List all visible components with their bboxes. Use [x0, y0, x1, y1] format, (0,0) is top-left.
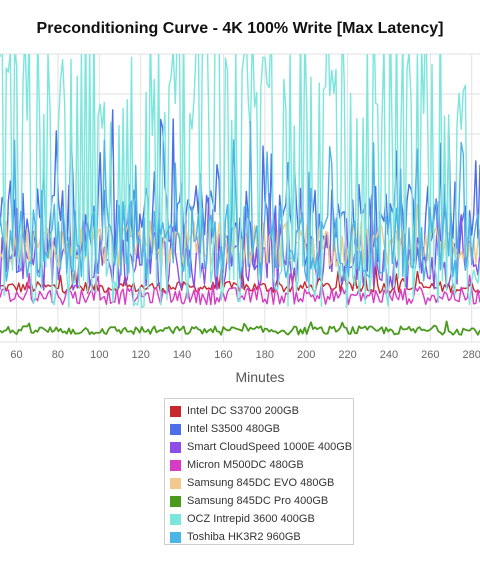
x-tick-label: 80	[52, 349, 64, 361]
x-tick-label: 260	[421, 349, 439, 361]
legend-swatch	[170, 423, 181, 435]
legend-swatch	[170, 477, 181, 489]
chart-title: Preconditioning Curve - 4K 100% Write [M…	[36, 20, 444, 37]
x-tick-label: 60	[10, 349, 22, 361]
x-tick-label: 200	[297, 349, 315, 361]
legend-label: Micron M500DC 480GB	[187, 459, 304, 471]
x-tick-label: 120	[132, 349, 150, 361]
legend-swatch	[170, 405, 181, 417]
legend-item[interactable]: Micron M500DC 480GB	[170, 456, 353, 474]
legend-swatch	[170, 441, 181, 453]
x-tick-label: 220	[338, 349, 356, 361]
legend-label: Samsung 845DC EVO 480GB	[187, 477, 335, 489]
x-tick-label: 140	[173, 349, 191, 361]
legend-item[interactable]: Toshiba HK3R2 960GB	[170, 528, 353, 546]
legend-swatch	[170, 459, 181, 471]
legend-swatch	[170, 513, 181, 525]
legend-label: Intel DC S3700 200GB	[187, 405, 299, 417]
legend-swatch	[170, 531, 181, 543]
x-tick-label: 280	[463, 349, 480, 361]
x-tick-label: 240	[380, 349, 398, 361]
legend-label: Smart CloudSpeed 1000E 400GB	[187, 441, 353, 453]
legend-item[interactable]: Intel DC S3700 200GB	[170, 402, 353, 420]
chart-plot: 60 80 100 120 140 160 180 200 220 240 260 280	[0, 53, 480, 361]
legend-item[interactable]: Samsung 845DC EVO 480GB	[170, 474, 353, 492]
legend-item[interactable]: Samsung 845DC Pro 400GB	[170, 492, 353, 510]
x-tick-label: 100	[90, 349, 108, 361]
legend: Intel DC S3700 200GB Intel S3500 480GB Sma…	[164, 398, 354, 545]
x-axis-label: Minutes	[235, 369, 285, 385]
legend-label: Samsung 845DC Pro 400GB	[187, 495, 329, 507]
series-line	[0, 120, 480, 283]
series-line	[0, 320, 480, 336]
legend-label: Toshiba HK3R2 960GB	[187, 531, 301, 543]
legend-label: OCZ Intrepid 3600 400GB	[187, 513, 315, 525]
legend-label: Intel S3500 480GB	[187, 423, 280, 435]
legend-item[interactable]: Intel S3500 480GB	[170, 420, 353, 438]
legend-item[interactable]: OCZ Intrepid 3600 400GB	[170, 510, 353, 528]
legend-swatch	[170, 495, 181, 507]
x-tick-label: 180	[256, 349, 274, 361]
x-tick-label: 160	[214, 349, 232, 361]
legend-item[interactable]: Smart CloudSpeed 1000E 400GB	[170, 438, 353, 456]
